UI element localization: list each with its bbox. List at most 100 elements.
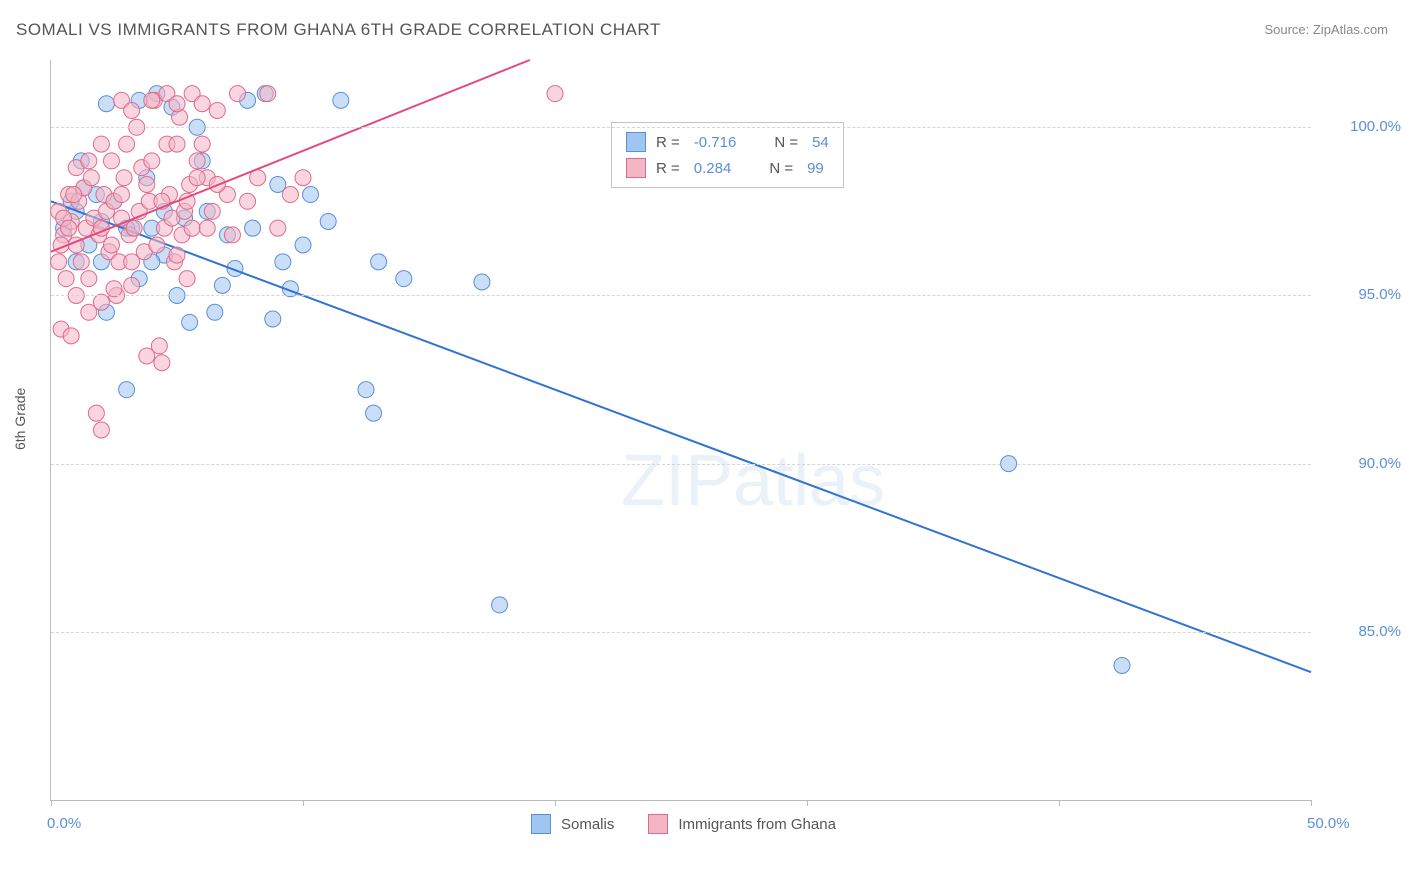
data-point bbox=[207, 304, 223, 320]
data-point bbox=[245, 220, 261, 236]
data-point bbox=[124, 277, 140, 293]
chart-title: SOMALI VS IMMIGRANTS FROM GHANA 6TH GRAD… bbox=[16, 20, 661, 40]
data-point bbox=[63, 328, 79, 344]
data-point bbox=[260, 86, 276, 102]
data-point bbox=[270, 220, 286, 236]
data-point bbox=[194, 96, 210, 112]
legend-swatch bbox=[648, 814, 668, 834]
data-point bbox=[119, 136, 135, 152]
trend-line bbox=[51, 201, 1311, 672]
data-point bbox=[83, 170, 99, 186]
data-point bbox=[151, 338, 167, 354]
x-tick bbox=[1311, 800, 1312, 806]
legend-n-value: 54 bbox=[812, 134, 829, 151]
data-point bbox=[224, 227, 240, 243]
correlation-legend: R = -0.716 N = 54 R = 0.284 N = 99 bbox=[611, 122, 844, 188]
data-point bbox=[214, 277, 230, 293]
data-point bbox=[547, 86, 563, 102]
legend-n-label: N = bbox=[774, 134, 798, 151]
data-point bbox=[358, 382, 374, 398]
data-point bbox=[229, 86, 245, 102]
data-point bbox=[295, 170, 311, 186]
data-point bbox=[295, 237, 311, 253]
data-point bbox=[149, 237, 165, 253]
data-point bbox=[169, 96, 185, 112]
y-tick-label: 100.0% bbox=[1321, 118, 1401, 135]
data-point bbox=[265, 311, 281, 327]
data-point bbox=[103, 237, 119, 253]
data-point bbox=[154, 355, 170, 371]
legend-n-value: 99 bbox=[807, 160, 824, 177]
data-point bbox=[93, 294, 109, 310]
x-tick bbox=[303, 800, 304, 806]
data-point bbox=[81, 271, 97, 287]
data-point bbox=[275, 254, 291, 270]
data-point bbox=[116, 170, 132, 186]
legend-swatch bbox=[626, 158, 646, 178]
legend-series-label: Immigrants from Ghana bbox=[678, 816, 836, 833]
data-point bbox=[73, 254, 89, 270]
series-legend: Somalis Immigrants from Ghana bbox=[531, 814, 860, 834]
y-tick-label: 95.0% bbox=[1321, 286, 1401, 303]
data-point bbox=[93, 422, 109, 438]
data-point bbox=[182, 314, 198, 330]
y-tick-label: 90.0% bbox=[1321, 455, 1401, 472]
data-point bbox=[209, 102, 225, 118]
legend-r-label: R = bbox=[656, 160, 680, 177]
x-tick-label: 50.0% bbox=[1307, 815, 1350, 832]
data-point bbox=[51, 254, 67, 270]
data-point bbox=[189, 170, 205, 186]
data-point bbox=[66, 187, 82, 203]
data-point bbox=[169, 247, 185, 263]
y-axis-label: 6th Grade bbox=[12, 388, 28, 450]
data-point bbox=[169, 136, 185, 152]
data-point bbox=[81, 153, 97, 169]
data-point bbox=[144, 92, 160, 108]
legend-r-label: R = bbox=[656, 134, 680, 151]
gridline bbox=[51, 295, 1311, 296]
y-tick-label: 85.0% bbox=[1321, 623, 1401, 640]
legend-series-label: Somalis bbox=[561, 816, 614, 833]
data-point bbox=[1114, 657, 1130, 673]
data-point bbox=[88, 405, 104, 421]
data-point bbox=[320, 213, 336, 229]
legend-n-label: N = bbox=[769, 160, 793, 177]
x-tick bbox=[51, 800, 52, 806]
data-point bbox=[396, 271, 412, 287]
data-point bbox=[124, 102, 140, 118]
data-point bbox=[184, 220, 200, 236]
x-tick bbox=[807, 800, 808, 806]
data-point bbox=[61, 220, 77, 236]
data-point bbox=[366, 405, 382, 421]
data-point bbox=[103, 153, 119, 169]
data-point bbox=[114, 187, 130, 203]
legend-r-value: 0.284 bbox=[694, 160, 732, 177]
trend-line bbox=[51, 60, 530, 252]
data-point bbox=[333, 92, 349, 108]
legend-row: R = -0.716 N = 54 bbox=[626, 129, 829, 155]
gridline bbox=[51, 127, 1311, 128]
data-point bbox=[98, 96, 114, 112]
chart-plot-area: ZIPatlas R =-0.716N =54R =0.284N =99 Som… bbox=[50, 60, 1311, 801]
source-attribution: Source: ZipAtlas.com bbox=[1264, 22, 1388, 37]
data-point bbox=[303, 187, 319, 203]
data-point bbox=[139, 176, 155, 192]
data-point bbox=[240, 193, 256, 209]
x-tick bbox=[555, 800, 556, 806]
legend-swatch bbox=[531, 814, 551, 834]
data-point bbox=[93, 136, 109, 152]
legend-swatch bbox=[626, 132, 646, 152]
data-point bbox=[492, 597, 508, 613]
gridline bbox=[51, 464, 1311, 465]
legend-r-value: -0.716 bbox=[694, 134, 737, 151]
data-point bbox=[119, 382, 135, 398]
data-point bbox=[58, 271, 74, 287]
data-point bbox=[179, 271, 195, 287]
gridline bbox=[51, 632, 1311, 633]
x-tick bbox=[1059, 800, 1060, 806]
data-point bbox=[144, 153, 160, 169]
data-point bbox=[204, 203, 220, 219]
legend-row: R = 0.284 N = 99 bbox=[626, 155, 829, 181]
data-point bbox=[199, 220, 215, 236]
data-point bbox=[474, 274, 490, 290]
